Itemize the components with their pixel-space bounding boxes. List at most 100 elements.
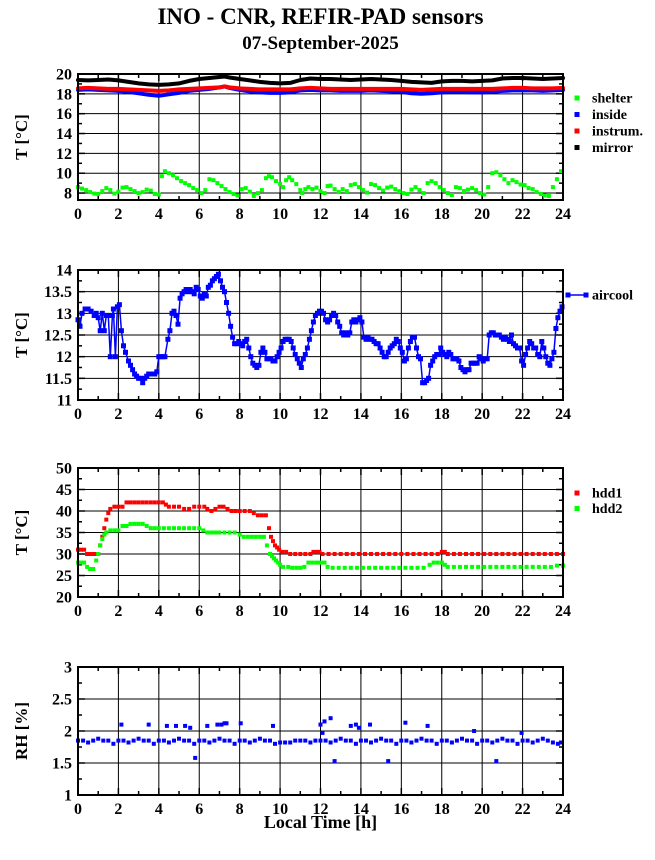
y-tick-label: 40	[56, 504, 72, 521]
aircool-tick-labels: 0 2 4 6 8 10 12 14 16 18 20 22 241111.51212.51313.51…	[44, 263, 571, 424]
x-tick-label: 22	[515, 801, 531, 818]
series-aircool	[75, 271, 565, 386]
series-instrum-	[76, 84, 565, 93]
x-tick-label: 16	[393, 206, 409, 223]
x-tick-label: 8	[236, 603, 244, 620]
y-tick-label: 8	[64, 186, 72, 203]
hdd-border	[77, 467, 564, 598]
x-tick-label: 0	[74, 406, 82, 423]
x-tick-label: 6	[195, 406, 203, 423]
x-tick-label: 4	[155, 801, 163, 818]
x-tick-label: 16	[393, 801, 409, 818]
y-tick-label: 35	[56, 525, 72, 542]
hdd-y-axis-label: T [°C]	[12, 510, 31, 556]
x-tick-label: 12	[313, 801, 329, 818]
y-tick-label: 25	[56, 568, 72, 585]
plot-aircool: 0 2 4 6 8 10 12 14 16 18 20 22 241111.51212.51313.51…	[12, 263, 633, 424]
legend-label: inside	[592, 108, 627, 123]
x-tick-label: 24	[555, 406, 571, 423]
y-tick-label: 1.5	[52, 756, 72, 773]
aircool-border	[77, 269, 564, 401]
x-tick-label: 20	[474, 206, 490, 223]
x-tick-label: 22	[515, 406, 531, 423]
x-tick-label: 2	[114, 603, 122, 620]
y-tick-label: 3	[64, 660, 72, 677]
x-tick-label: 10	[272, 406, 288, 423]
x-tick-label: 20	[474, 801, 490, 818]
x-tick-label: 20	[474, 603, 490, 620]
x-tick-label: 22	[515, 206, 531, 223]
legend-label: mirror	[592, 141, 633, 156]
y-tick-label: 12	[56, 349, 72, 366]
aircool-legend: aircool	[565, 289, 633, 304]
legend-label: shelter	[592, 92, 632, 107]
x-tick-label: 12	[313, 206, 329, 223]
hdd-grid	[78, 468, 563, 597]
x-axis-title: Local Time [h]	[263, 812, 378, 832]
x-tick-label: 2	[114, 801, 122, 818]
series-rh	[76, 716, 563, 764]
y-tick-label: 13.5	[44, 284, 72, 301]
x-tick-label: 24	[555, 603, 571, 620]
series-hdd2	[76, 521, 565, 571]
y-tick-label: 45	[56, 482, 72, 499]
humidity-border	[77, 666, 564, 796]
x-tick-label: 16	[393, 406, 409, 423]
y-tick-label: 30	[56, 547, 72, 564]
x-tick-label: 0	[74, 603, 82, 620]
y-tick-label: 50	[56, 461, 72, 478]
x-tick-label: 22	[515, 603, 531, 620]
x-tick-label: 0	[74, 801, 82, 818]
x-tick-label: 8	[236, 406, 244, 423]
x-tick-label: 18	[434, 603, 450, 620]
x-tick-label: 16	[393, 603, 409, 620]
legend-label: instrum.	[592, 125, 643, 140]
y-tick-label: 20	[56, 590, 72, 607]
page-title: INO - CNR, REFIR-PAD sensors	[157, 4, 484, 29]
x-tick-label: 4	[155, 206, 163, 223]
y-tick-label: 14	[56, 126, 72, 143]
x-tick-label: 14	[353, 406, 369, 423]
x-tick-label: 12	[313, 406, 329, 423]
x-tick-label: 24	[555, 801, 571, 818]
x-tick-label: 6	[195, 206, 203, 223]
y-tick-label: 13	[56, 306, 72, 323]
x-tick-label: 18	[434, 206, 450, 223]
x-tick-label: 14	[353, 206, 369, 223]
x-tick-label: 8	[236, 801, 244, 818]
x-tick-label: 20	[474, 406, 490, 423]
x-tick-label: 8	[236, 206, 244, 223]
y-tick-label: 20	[56, 67, 72, 84]
y-tick-label: 11.5	[45, 371, 72, 388]
series-mirror	[76, 74, 565, 87]
x-tick-label: 2	[114, 406, 122, 423]
x-tick-label: 10	[272, 801, 288, 818]
y-tick-label: 14	[56, 263, 72, 280]
y-tick-label: 16	[56, 106, 72, 123]
x-tick-label: 14	[353, 603, 369, 620]
x-tick-label: 4	[155, 406, 163, 423]
humidity-y-axis-label: RH [%]	[12, 702, 31, 760]
y-tick-label: 18	[56, 86, 72, 103]
legend-label: hdd2	[592, 502, 622, 517]
x-tick-label: 10	[272, 603, 288, 620]
series-shelter	[76, 169, 563, 198]
y-tick-label: 12	[56, 146, 72, 163]
x-tick-label: 4	[155, 603, 163, 620]
x-tick-label: 0	[74, 206, 82, 223]
temperatures-border	[77, 73, 564, 201]
aircool-y-axis-label: T [°C]	[12, 312, 31, 358]
x-tick-label: 24	[555, 206, 571, 223]
x-tick-label: 2	[114, 206, 122, 223]
series-hdd1	[76, 500, 565, 556]
